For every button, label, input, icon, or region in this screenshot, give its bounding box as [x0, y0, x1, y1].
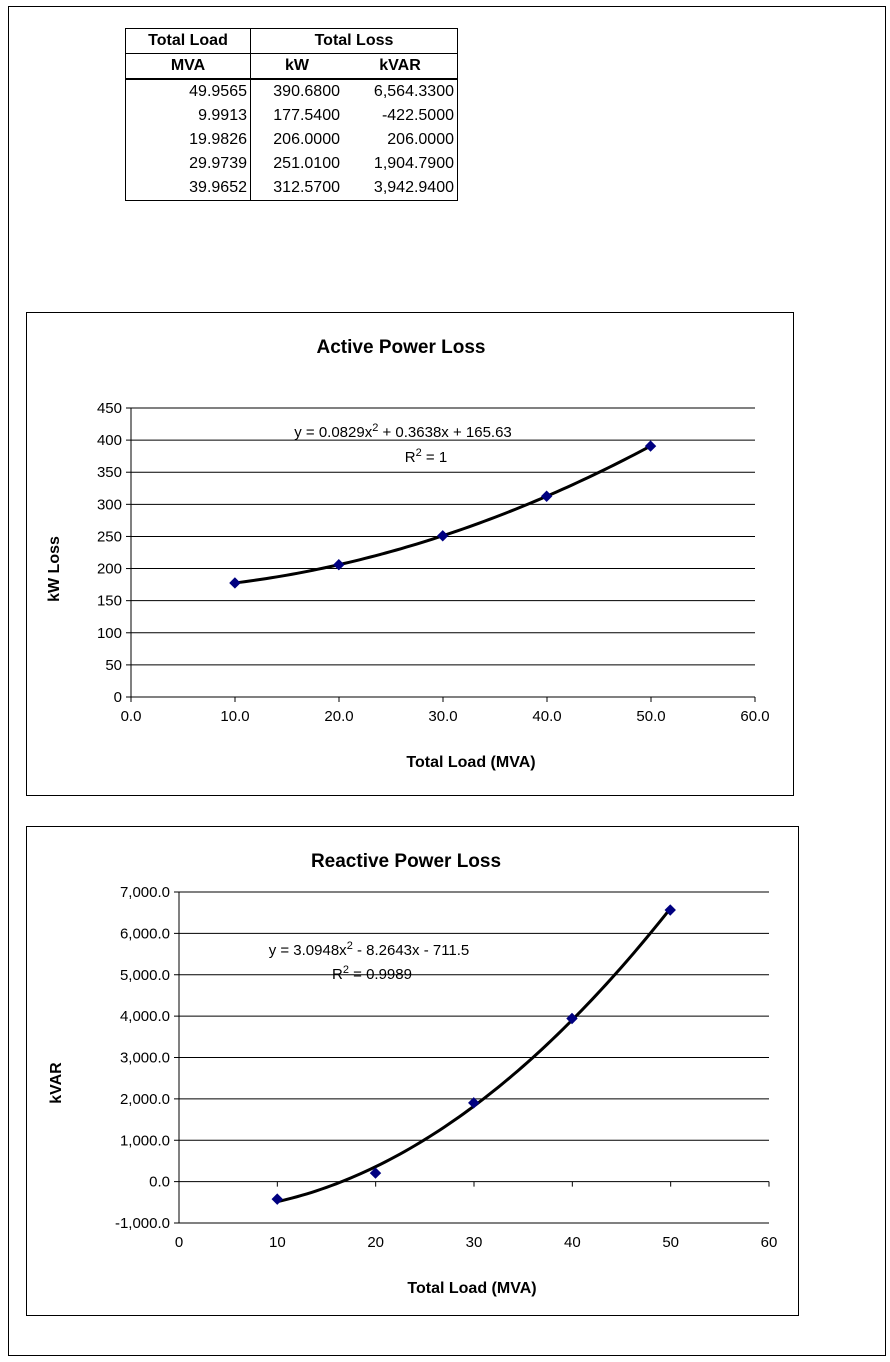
cell-kw: 390.6800 [273, 83, 340, 100]
y-tick-label: 2,000.0 [120, 1091, 170, 1108]
y-tick-label: 250 [97, 528, 122, 545]
active-power-chart-box: Active Power Loss 0.0 10.0 20.0 30.0 40.0 50.… [26, 312, 794, 796]
loss-table: Total Load Total Loss MVA kW kVAR 49.956… [125, 28, 458, 201]
y-tick-label: 6,000.0 [120, 925, 170, 942]
grid-lines [179, 891, 769, 1224]
table-row: 9.9913 177.5400 -422.5000 [125, 104, 458, 128]
cell-mva: 29.9739 [125, 152, 251, 176]
x-tick-label: 0 [175, 1234, 183, 1251]
table-header-row-2: MVA kW kVAR [125, 53, 458, 80]
y-tick-label: 50 [105, 657, 122, 674]
x-tick-labels: 0.0 10.0 20.0 30.0 40.0 50.0 60.0 [121, 708, 770, 725]
data-point-marker [664, 904, 676, 916]
trend-r2: R2 = 0.9989 [332, 964, 412, 983]
y-tick-label: 300 [97, 496, 122, 513]
cell-mva: 49.9565 [125, 79, 251, 104]
data-point-marker [437, 530, 449, 542]
x-tick-label: 10 [269, 1234, 286, 1251]
cell-kvar: 206.0000 [343, 128, 458, 152]
cell-kw: 312.5700 [250, 176, 343, 201]
data-point-marker [540, 490, 553, 502]
y-tick-label: 0 [114, 689, 122, 706]
table-row: 49.9565 390.6800 6,564.3300 [125, 79, 458, 104]
axes [174, 891, 770, 1224]
data-points [271, 904, 676, 1205]
y-tick-labels: 0 50 100 150 200 250 300 350 400 450 [97, 400, 122, 706]
data-points [229, 440, 657, 589]
y-tick-label: 4,000.0 [120, 1008, 170, 1025]
y-axis-label: kVAR [48, 1062, 65, 1104]
cell-kw: 206.0000 [273, 131, 340, 148]
x-tick-label: 60 [761, 1234, 778, 1251]
trend-equation: y = 0.0829x2 + 0.3638x + 165.63 [294, 422, 512, 441]
y-axis-label: kW Loss [46, 536, 63, 602]
y-tick-label: 3,000.0 [120, 1050, 170, 1067]
grid-lines [131, 407, 755, 666]
x-tick-label: 60.0 [740, 708, 769, 725]
x-tick-label: 40.0 [532, 708, 561, 725]
page-frame [8, 6, 886, 1356]
data-point-marker [566, 1012, 578, 1025]
x-tick-label: 40 [564, 1234, 581, 1251]
header-total-loss: Total Loss [250, 28, 458, 54]
y-tick-label: 0.0 [149, 1174, 170, 1191]
x-tick-labels: 0 10 20 30 40 50 60 [175, 1234, 778, 1251]
data-point-marker [271, 1193, 283, 1205]
cell-mva: 9.9913 [125, 104, 251, 128]
active-power-chart: Active Power Loss 0.0 10.0 20.0 30.0 40.0 50.… [46, 337, 770, 771]
x-tick-label: 10.0 [220, 708, 249, 725]
x-tick-label: 30 [466, 1234, 483, 1251]
table-header-row-1: Total Load Total Loss [125, 28, 458, 54]
y-tick-label: -1,000.0 [115, 1215, 170, 1232]
table-row: 39.9652 312.5700 3,942.9400 [125, 176, 458, 201]
trend-equation: y = 3.0948x2 - 8.2643x - 711.5 [269, 940, 470, 959]
header-kvar: kVAR [343, 53, 458, 80]
cell-kw: 251.0100 [273, 155, 340, 172]
cell-kvar: -422.5000 [343, 104, 458, 128]
header-kw: kW [250, 53, 343, 80]
chart-title: Reactive Power Loss [311, 851, 501, 872]
x-axis-label: Total Load (MVA) [406, 754, 535, 771]
x-tick-label: 20.0 [324, 708, 353, 725]
reactive-power-chart: Reactive Power Loss 0 10 20 30 40 50 60 -1,000… [48, 851, 778, 1297]
data-point-marker [229, 577, 241, 589]
y-tick-label: 5,000.0 [120, 967, 170, 984]
chart-title: Active Power Loss [317, 337, 486, 358]
cell-kvar: 3,942.9400 [343, 176, 458, 201]
cell-mva: 19.9826 [125, 128, 251, 152]
y-tick-label: 400 [97, 432, 122, 449]
cell-kvar: 6,564.3300 [343, 79, 458, 104]
table-row: 19.9826 206.0000 206.0000 [125, 128, 458, 152]
axes [126, 407, 756, 702]
y-tick-labels: -1,000.0 0.0 1,000.0 2,000.0 3,000.0 4,000.0 5… [115, 884, 170, 1232]
data-point-marker [369, 1167, 382, 1179]
y-tick-label: 350 [97, 464, 122, 481]
x-tick-label: 0.0 [121, 708, 142, 725]
reactive-power-chart-box: Reactive Power Loss 0 10 20 30 40 50 60 -1,000… [26, 826, 799, 1316]
table-row: 29.9739 251.0100 1,904.7900 [125, 152, 458, 176]
trendline [234, 444, 652, 585]
x-axis-label: Total Load (MVA) [407, 1280, 536, 1297]
x-tick-label: 30.0 [428, 708, 457, 725]
y-tick-label: 100 [97, 625, 122, 642]
y-tick-label: 7,000.0 [120, 884, 170, 901]
data-point-marker [333, 558, 345, 571]
cell-kvar: 1,904.7900 [343, 152, 458, 176]
header-mva: MVA [125, 53, 251, 80]
y-tick-label: 150 [97, 593, 122, 610]
data-point-marker [468, 1097, 480, 1109]
x-tick-label: 20 [367, 1234, 384, 1251]
y-tick-label: 1,000.0 [120, 1132, 170, 1149]
y-tick-label: 200 [97, 561, 122, 578]
trend-r2: R2 = 1 [405, 447, 447, 466]
cell-mva: 39.9652 [125, 176, 251, 201]
x-tick-label: 50.0 [636, 708, 665, 725]
data-point-marker [644, 440, 657, 452]
y-tick-label: 450 [97, 400, 122, 417]
cell-kw: 177.5400 [273, 107, 340, 124]
header-total-load: Total Load [125, 28, 251, 54]
x-tick-label: 50 [662, 1234, 679, 1251]
